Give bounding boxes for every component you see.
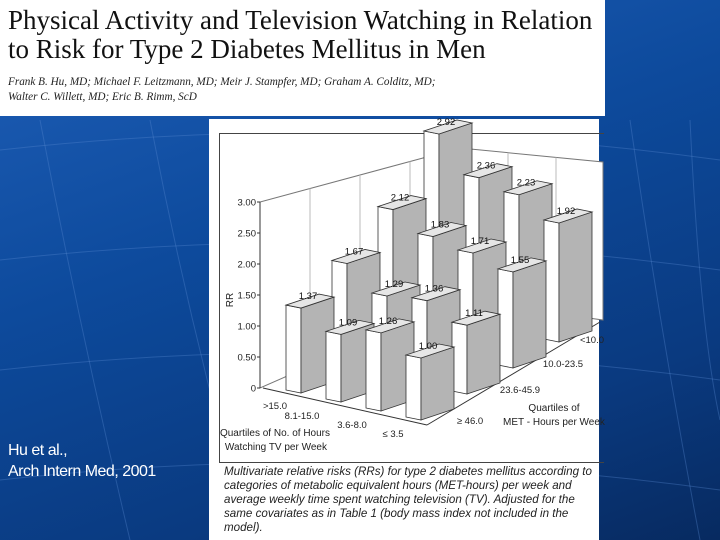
bar-value-label: 1.11 — [465, 308, 483, 319]
article-title: Physical Activity and Television Watchin… — [8, 5, 593, 64]
bar-side-face — [558, 211, 593, 343]
bar-front-face — [325, 330, 342, 403]
bar-top-face — [284, 293, 336, 309]
bar-value-label: 1.55 — [511, 255, 530, 266]
bar-value-label: 1.71 — [471, 236, 490, 247]
bar-value-label: 1.29 — [385, 279, 404, 290]
bar-top-face — [422, 119, 474, 135]
bar-value-label: 1.67 — [345, 246, 364, 257]
x-tick-label: ≤ 3.5 — [382, 429, 403, 440]
bar-top-face — [542, 208, 594, 224]
bar-side-face — [420, 346, 455, 421]
bar-top-face — [456, 238, 508, 254]
bar-side-face — [466, 313, 501, 395]
bar-side-face — [512, 260, 547, 369]
citation: Hu et al., Arch Intern Med, 2001 — [8, 440, 156, 482]
bar-top-face — [416, 222, 468, 237]
bar: 1.00 — [404, 341, 456, 421]
citation-journal: Arch Intern Med, 2001 — [8, 463, 156, 480]
bar-value-label: 1.37 — [299, 291, 318, 302]
bar-value-label: 2.36 — [477, 161, 496, 172]
bar-front-face — [365, 329, 382, 412]
z-tick-label: <10.0 — [580, 335, 604, 346]
x-axis-title-line2: Watching TV per Week — [225, 442, 328, 453]
x-axis-line — [262, 387, 428, 426]
y-tick-label: 1.50 — [238, 291, 257, 302]
bar-top-face — [370, 281, 422, 297]
x-tick-label: >15.0 — [263, 401, 287, 412]
chart-bars: 2.92 2.36 2.23 1.92 2.12 1.83 1.71 1.55 1.67 1.29… — [284, 117, 594, 421]
bar-top-face — [324, 320, 376, 335]
bar-value-label: 2.12 — [391, 193, 410, 204]
bar-top-face — [462, 163, 514, 179]
citation-authors: Hu et al., — [8, 442, 68, 459]
bar-value-label: 2.23 — [517, 178, 536, 189]
bar-value-label: 1.00 — [419, 341, 438, 352]
x-tick-label: 3.6-8.0 — [337, 420, 367, 431]
bar-top-face — [364, 318, 416, 334]
bar: 1.11 — [450, 308, 502, 395]
bar-value-label: 1.83 — [431, 220, 450, 231]
x-axis-title-line1: Quartiles of No. of Hours — [220, 428, 330, 439]
bar-top-face — [404, 343, 456, 359]
bar-top-face — [502, 180, 554, 196]
bar-top-face — [410, 286, 462, 302]
z-tick-label: 23.6-45.9 — [500, 385, 540, 396]
bar-value-label: 1.92 — [557, 206, 576, 217]
z-axis-title-line2: MET - Hours per Week — [503, 417, 606, 428]
z-tick-label: ≥ 46.0 — [457, 416, 483, 427]
z-axis-line — [426, 321, 601, 426]
chart-axes: 0 0.50 1.00 1.50 2.00 2.50 3.00 >15.08.1-15.0 3.… — [238, 198, 605, 441]
bar: 1.55 — [496, 255, 548, 369]
y-tick-label: 1.00 — [238, 322, 257, 333]
bar-front-face — [405, 354, 422, 421]
bar-value-label: 2.92 — [437, 117, 456, 128]
bar-top-face — [450, 310, 502, 326]
article-authors: Frank B. Hu, MD; Michael F. Leitzmann, M… — [8, 76, 436, 103]
bar-top-face — [330, 249, 382, 264]
article-header: Physical Activity and Television Watchin… — [0, 0, 605, 116]
y-tick-label: 0.50 — [238, 353, 257, 364]
bar-front-face — [285, 304, 302, 394]
bar-value-label: 1.36 — [425, 284, 444, 295]
y-tick-label: 2.50 — [238, 229, 257, 240]
y-tick-label: 2.00 — [238, 260, 257, 271]
bar: 1.92 — [542, 206, 594, 343]
z-tick-label: 10.0-23.5 — [543, 359, 583, 370]
z-axis-title-line1: Quartiles of — [528, 403, 579, 414]
y-tick-label: 3.00 — [238, 198, 257, 209]
y-axis-label: RR — [225, 293, 236, 307]
x-tick-label: 8.1-15.0 — [285, 411, 320, 422]
chart-frame — [219, 133, 604, 463]
bar-top-face — [496, 257, 548, 273]
bar-value-label: 1.09 — [339, 317, 358, 328]
figure-caption: Multivariate relative risks (RRs) for ty… — [224, 465, 592, 534]
bar-value-label: 1.26 — [379, 316, 398, 327]
y-tick-label: 0 — [251, 384, 256, 395]
bar-top-face — [376, 195, 428, 210]
